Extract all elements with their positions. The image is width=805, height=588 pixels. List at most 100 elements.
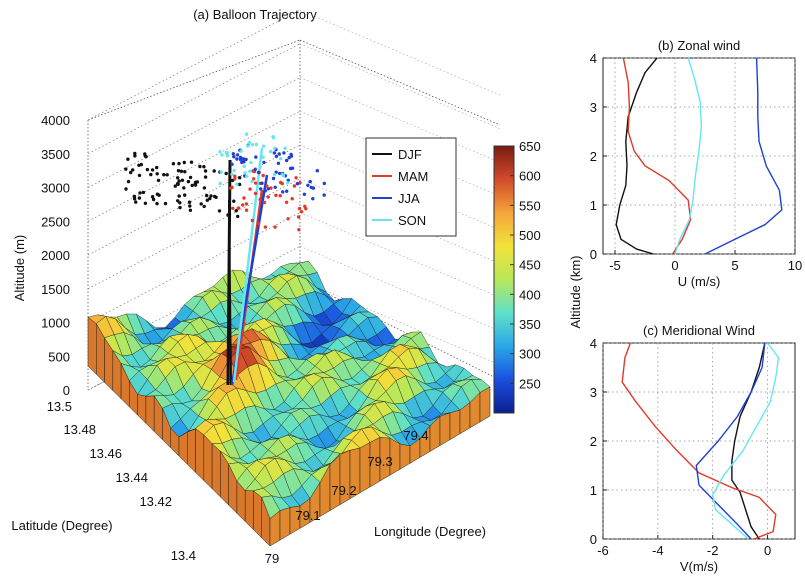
y-tick-label: 4 bbox=[590, 51, 597, 66]
trajectory-point-djf bbox=[179, 169, 184, 173]
trajectory-point-djf bbox=[177, 161, 181, 166]
trajectory-point-djf bbox=[163, 201, 168, 206]
altitude-tick-label: 4000 bbox=[41, 113, 70, 128]
altitude-gridline-back bbox=[299, 77, 501, 163]
trajectory-point-son bbox=[271, 136, 276, 140]
longitude-tick-label: 79.3 bbox=[367, 454, 392, 469]
trajectory-point-djf bbox=[129, 170, 133, 175]
altitude-gridline bbox=[87, 9, 301, 121]
y-tick-label: 1 bbox=[590, 483, 597, 498]
altitude-gridline-back bbox=[299, 9, 501, 96]
latitude-axis-label: Latitude (Degree) bbox=[11, 518, 112, 533]
altitude-tick-label: 2000 bbox=[41, 248, 70, 263]
wind-altitude-axis-label: Altitude (km) bbox=[568, 256, 583, 329]
terrain-wall-face bbox=[178, 431, 188, 465]
trajectory-point-jja bbox=[322, 193, 326, 197]
trajectory-point-mam bbox=[298, 181, 302, 185]
trajectory-point-jja bbox=[273, 185, 277, 189]
trajectory-point-son bbox=[242, 164, 246, 168]
x-tick-label: 5 bbox=[731, 258, 738, 273]
trajectory-point-jja bbox=[232, 155, 236, 159]
trajectory-point-jja bbox=[308, 179, 312, 184]
trajectory-point-djf bbox=[188, 175, 193, 180]
trajectory-point-djf bbox=[186, 179, 191, 184]
trajectory-point-jja bbox=[260, 181, 264, 185]
colorbar-tick-label: 300 bbox=[519, 347, 541, 362]
trajectory-point-mam bbox=[237, 206, 241, 210]
colorbar-tick-label: 600 bbox=[519, 169, 541, 184]
trajectory-point-mam bbox=[258, 197, 262, 202]
trajectory-point-djf bbox=[212, 169, 216, 173]
latitude-tick-label: 13.44 bbox=[115, 470, 148, 485]
trajectory-point-jja bbox=[235, 153, 240, 157]
trajectory-point-djf bbox=[155, 172, 159, 176]
trajectory-point-jja bbox=[322, 181, 326, 186]
trajectory-point-mam bbox=[303, 204, 307, 208]
trajectory-lines bbox=[226, 147, 269, 386]
trajectory-point-djf bbox=[126, 179, 131, 184]
trajectory-point-djf bbox=[139, 162, 143, 167]
trajectory-point-djf bbox=[149, 172, 153, 177]
wind-profile-jja bbox=[704, 57, 783, 255]
x-tick-label: 0 bbox=[764, 543, 771, 558]
colorbar-gradient bbox=[493, 145, 515, 414]
trajectory-point-djf bbox=[133, 154, 137, 158]
altitude-gridline-back bbox=[299, 245, 501, 332]
trajectory-point-djf bbox=[182, 186, 186, 190]
panel-a-title: (a) Balloon Trajectory bbox=[193, 7, 317, 22]
trajectory-point-djf bbox=[137, 173, 142, 178]
trajectory-point-djf bbox=[141, 190, 146, 195]
trajectory-point-son bbox=[225, 154, 230, 158]
trajectory-point-mam bbox=[229, 186, 233, 190]
altitude-axis-label: Altitude (m) bbox=[12, 235, 27, 301]
trajectory-point-son bbox=[261, 155, 265, 159]
trajectory-point-son bbox=[247, 140, 252, 145]
trajectory-point-djf bbox=[143, 152, 147, 156]
legend-label: JJA bbox=[398, 191, 420, 206]
trajectory-point-mam bbox=[252, 177, 256, 181]
trajectory-point-mam bbox=[261, 173, 265, 178]
trajectory-point-djf bbox=[171, 162, 176, 166]
trajectory-point-jja bbox=[263, 189, 267, 193]
latitude-tick-label: 13.46 bbox=[89, 446, 122, 461]
wind-profile-djf bbox=[615, 57, 658, 255]
legend-label: MAM bbox=[398, 169, 428, 184]
trajectory-point-mam bbox=[244, 208, 249, 212]
trajectory-point-jja bbox=[271, 176, 276, 181]
terrain-wall-face bbox=[203, 434, 213, 490]
trajectory-point-son bbox=[235, 182, 239, 186]
trajectory-point-djf bbox=[182, 160, 186, 165]
y-tick-label: 4 bbox=[590, 336, 597, 351]
trajectory-point-djf bbox=[238, 176, 242, 180]
trajectory-point-son bbox=[261, 144, 266, 148]
panel-title: (b) Zonal wind bbox=[658, 38, 740, 53]
trajectory-point-son bbox=[244, 132, 249, 136]
trajectory-point-mam bbox=[233, 174, 237, 178]
trajectory-point-mam bbox=[280, 181, 284, 186]
altitude-gridline-back bbox=[299, 279, 501, 366]
y-tick-label: 0 bbox=[590, 247, 597, 262]
trajectory-point-mam bbox=[242, 196, 246, 200]
trajectory-point-jja bbox=[272, 151, 277, 155]
trajectory-point-djf bbox=[234, 209, 238, 213]
altitude-tick-label: 2500 bbox=[41, 214, 70, 229]
trajectory-point-djf bbox=[155, 192, 160, 196]
colorbar-tick-label: 250 bbox=[519, 376, 541, 391]
y-tick-label: 0 bbox=[590, 532, 597, 547]
trajectory-point-djf bbox=[226, 213, 230, 217]
trajectory-point-son bbox=[232, 168, 236, 173]
trajectory-point-mam bbox=[262, 200, 267, 205]
trajectory-point-djf bbox=[213, 194, 217, 199]
colorbar-tick-label: 400 bbox=[519, 287, 541, 302]
trajectory-point-djf bbox=[188, 208, 193, 212]
altitude-tick-label: 1000 bbox=[41, 316, 70, 331]
altitude-tick-label: 3500 bbox=[41, 147, 70, 162]
latitude-tick-label: 13.4 bbox=[171, 548, 196, 563]
trajectory-point-mam bbox=[241, 203, 245, 207]
altitude-tick-label: 0 bbox=[63, 383, 70, 398]
trajectory-point-jja bbox=[266, 187, 270, 191]
balloon-trajectory-panel: (a) Balloon Trajectory 0 500 1000 1500 2000 2… bbox=[11, 7, 540, 566]
altitude-tick-label: 500 bbox=[48, 349, 70, 364]
trajectory-point-jja bbox=[281, 190, 285, 194]
trajectory-point-jja bbox=[244, 157, 248, 162]
